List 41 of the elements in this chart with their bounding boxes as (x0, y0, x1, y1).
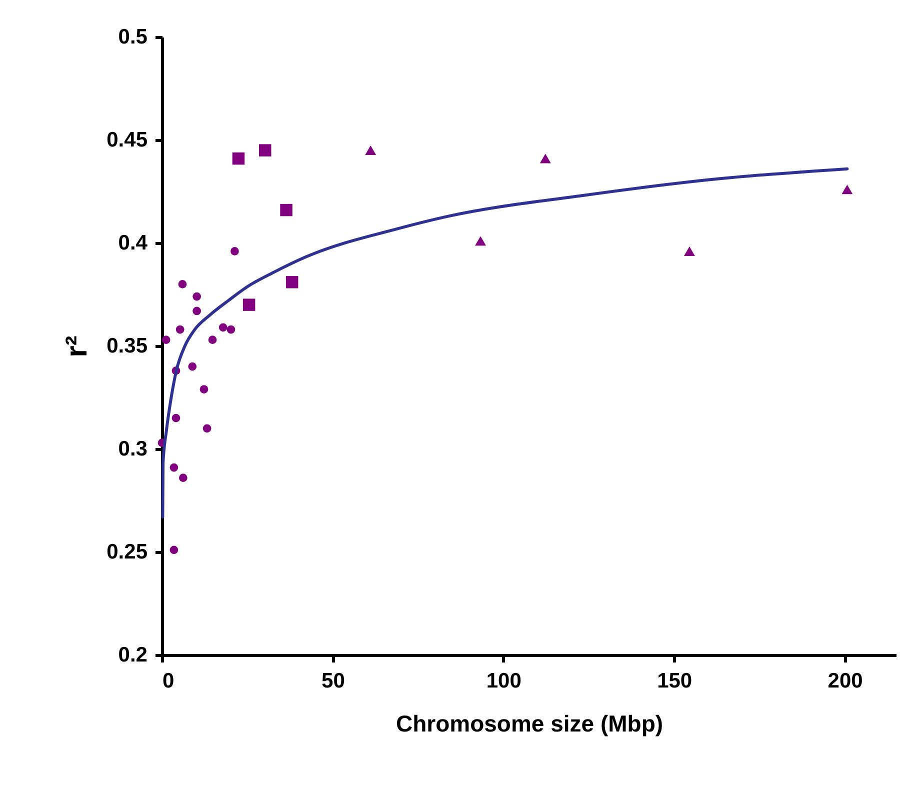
x-tick-label: 0 (162, 670, 174, 692)
point (162, 336, 170, 344)
point (170, 546, 178, 554)
x-tick-label: 200 (828, 670, 863, 692)
y-tick-label: 0.5 (118, 26, 148, 48)
point (232, 152, 245, 165)
y-tick-label: 0.25 (106, 540, 148, 564)
y-tick-label: 0.3 (118, 438, 148, 460)
point (365, 146, 376, 156)
point (170, 463, 178, 472)
x-tick-label: 100 (486, 670, 522, 692)
line-series (161, 167, 849, 518)
point (188, 362, 197, 371)
x-axis-title: Chromosome size (Mbp) (396, 710, 664, 736)
x-tick-label: 150 (657, 670, 692, 692)
x-tick-label: 50 (322, 670, 345, 692)
point (226, 325, 236, 334)
point (842, 184, 853, 194)
point (178, 474, 188, 482)
point (200, 385, 208, 394)
point (286, 276, 298, 288)
point (280, 204, 292, 216)
point (208, 336, 217, 344)
point (540, 154, 551, 164)
y-tick-label: 0.2 (118, 644, 148, 666)
y-tick-label: 0.45 (106, 128, 148, 152)
point (258, 144, 272, 156)
point (192, 306, 202, 316)
point (475, 236, 486, 246)
point (230, 247, 239, 256)
point (176, 325, 184, 334)
point (178, 280, 187, 288)
point (202, 424, 212, 433)
y-tick-label: 0.4 (118, 232, 148, 254)
point (218, 323, 228, 332)
point (242, 298, 256, 311)
point (172, 414, 180, 422)
y-axis-title: r² (60, 336, 94, 358)
y-tick-label: 0.35 (106, 334, 148, 358)
point (192, 292, 202, 301)
point (684, 246, 695, 256)
